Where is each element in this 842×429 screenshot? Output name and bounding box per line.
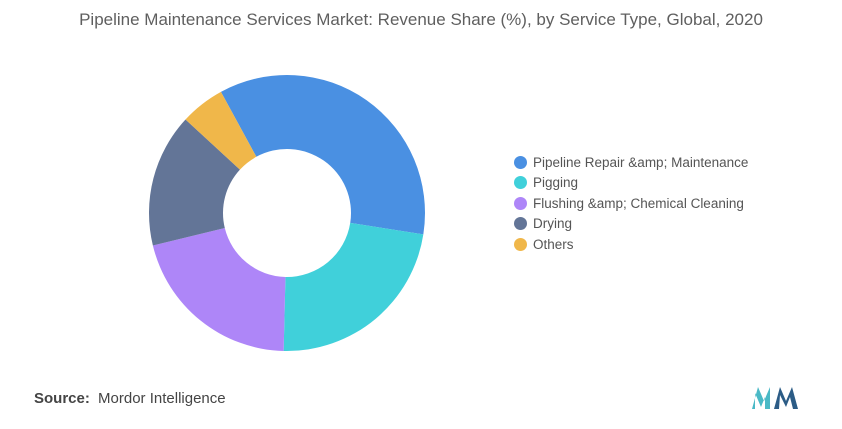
- legend-item: Flushing &amp; Chemical Cleaning: [514, 193, 748, 214]
- legend-swatch: [514, 176, 527, 190]
- source-label: Source:: [34, 390, 90, 407]
- source-note: Source: Mordor Intelligence: [34, 390, 226, 407]
- donut-slice-3: [152, 228, 286, 351]
- donut-slice-2: [283, 222, 424, 352]
- donut-slice-1: [220, 75, 425, 235]
- legend-swatch: [514, 196, 527, 210]
- source-text: Mordor Intelligence: [98, 390, 226, 407]
- mordor-intelligence-logo: [752, 387, 798, 409]
- donut-slice-5: [185, 91, 257, 170]
- chart-title: Pipeline Maintenance Services Market: Re…: [79, 10, 763, 29]
- legend-swatch: [514, 217, 527, 231]
- donut-slice-4: [149, 119, 240, 246]
- legend-item: Drying: [514, 214, 748, 235]
- legend-label: Flushing &amp; Chemical Cleaning: [533, 195, 744, 211]
- legend-label: Drying: [533, 216, 573, 232]
- legend-swatch: [514, 155, 527, 169]
- legend-item: Others: [514, 234, 748, 255]
- legend-item: Pigging: [514, 173, 748, 194]
- legend-label: Others: [533, 236, 574, 252]
- chart-legend: Pipeline Repair &amp; Maintenance Pigging…: [514, 152, 748, 255]
- legend-item: Pipeline Repair &amp; Maintenance: [514, 152, 748, 173]
- legend-swatch: [514, 237, 527, 251]
- legend-label: Pipeline Repair &amp; Maintenance: [533, 154, 749, 170]
- legend-label: Pigging: [533, 175, 579, 191]
